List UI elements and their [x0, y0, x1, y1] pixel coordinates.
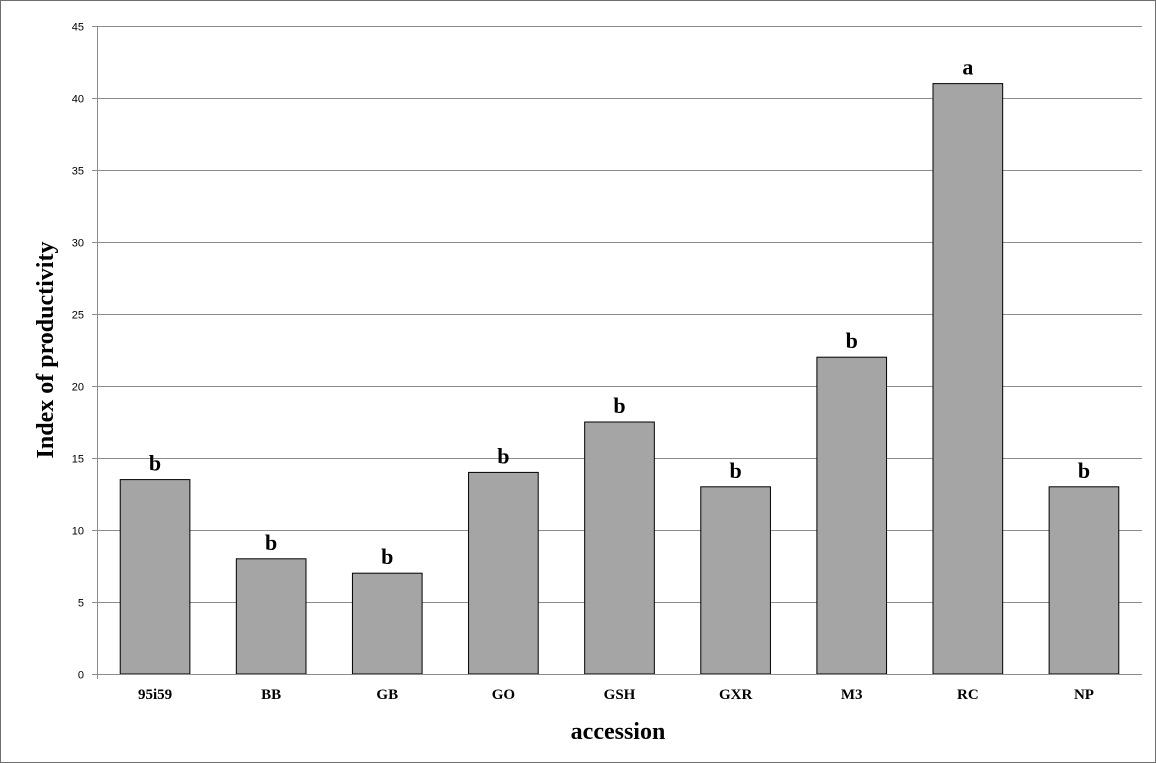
x-tick-labels: 95i59 BB GB GO GSH GXR M3 RC NP — [97, 674, 1142, 703]
x-tick-label: GB — [376, 687, 398, 703]
bar-95i59 — [119, 479, 191, 675]
bar-GO — [468, 471, 539, 675]
x-tick-label: NP — [1074, 687, 1094, 703]
data-label-RC: a — [962, 55, 973, 80]
bar-NP — [1048, 486, 1120, 675]
x-tick-label: GO — [492, 687, 515, 703]
data-label-NP: b — [1078, 458, 1090, 483]
bar-GSH — [584, 421, 655, 675]
data-label-GSH: b — [613, 393, 625, 418]
x-tick-label: BB — [261, 687, 281, 703]
bar-BB — [235, 558, 307, 675]
y-tick-label: 45 — [72, 22, 84, 34]
data-label-BB: b — [265, 530, 277, 555]
bars — [119, 83, 1120, 675]
x-tick-label: 95i59 — [138, 687, 172, 703]
y-tick-label: 10 — [72, 526, 84, 538]
y-tick-labels: 0 5 10 15 20 25 30 35 40 45 — [72, 22, 84, 682]
y-tick-label: 30 — [72, 238, 84, 250]
y-tick-label: 40 — [72, 94, 84, 106]
y-tick-label: 20 — [72, 382, 84, 394]
data-label-M3: b — [846, 328, 858, 353]
y-tick-label: 25 — [72, 310, 84, 322]
data-label-GXR: b — [729, 458, 741, 483]
y-tick-label: 35 — [72, 166, 84, 178]
bar-M3 — [816, 356, 888, 675]
x-axis-title: accession — [571, 719, 666, 745]
data-label-GB: b — [381, 544, 393, 569]
y-tick-label: 15 — [72, 454, 84, 466]
x-tick-label: RC — [957, 687, 979, 703]
data-labels: b b b b b b b a b — [149, 55, 1090, 570]
x-tick-label: GXR — [719, 687, 753, 703]
y-tick-label: 0 — [78, 670, 84, 682]
x-tick-label: GSH — [604, 687, 636, 703]
y-tick-label: 5 — [78, 598, 84, 610]
y-axis-title: Index of productivity — [33, 242, 59, 459]
bar-GXR — [700, 486, 771, 675]
bar-RC — [932, 83, 1004, 675]
x-tick-label: M3 — [841, 687, 863, 703]
data-label-GO: b — [497, 443, 509, 468]
data-label-95i59: b — [149, 451, 161, 476]
bar-GB — [351, 572, 423, 675]
